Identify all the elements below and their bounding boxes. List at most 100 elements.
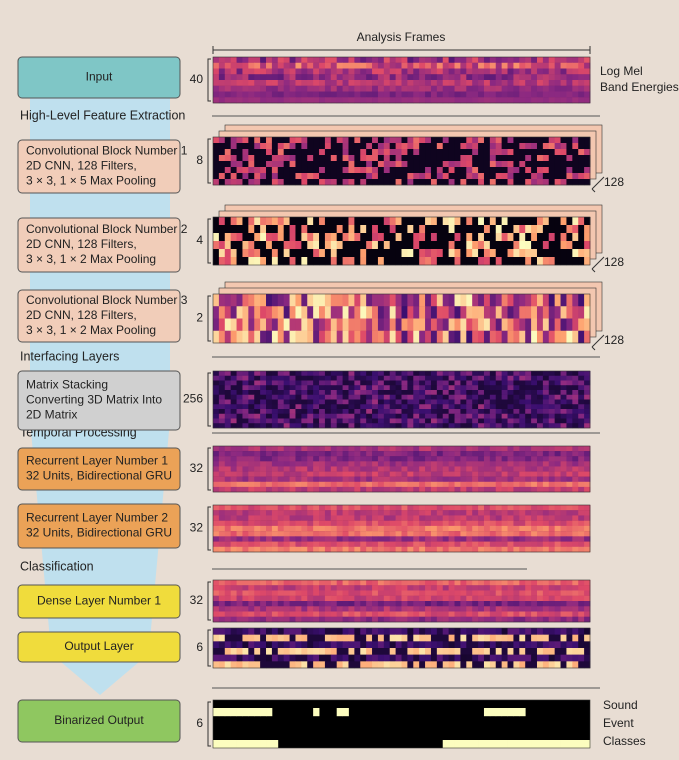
heatmap-cell — [431, 482, 437, 487]
heatmap-cell — [449, 63, 455, 69]
heatmap-cell — [413, 521, 419, 526]
depth-label: 128 — [604, 333, 624, 347]
heatmap-cell — [443, 617, 449, 622]
heatmap-cell — [531, 414, 537, 419]
heatmap-cell — [307, 515, 313, 520]
heatmap-cell — [537, 74, 543, 80]
heatmap-cell — [295, 661, 301, 668]
heatmap-cell — [290, 510, 296, 515]
heatmap-cell — [378, 137, 384, 143]
heatmap-cell — [566, 306, 572, 318]
heatmap-cell — [348, 510, 354, 515]
heatmap-cell — [402, 63, 408, 69]
heatmap-cell — [331, 505, 337, 510]
heatmap-cell — [272, 461, 278, 466]
heatmap-cell — [378, 635, 384, 642]
heatmap-cell — [566, 409, 572, 414]
heatmap-cell — [478, 547, 484, 552]
heatmap-cell — [378, 409, 384, 414]
heatmap-cell — [213, 456, 219, 461]
heatmap-cell — [555, 591, 561, 596]
heatmap-cell — [431, 617, 437, 622]
heatmap-cell — [219, 472, 225, 477]
heatmap-cell — [496, 249, 502, 257]
heatmap-cell — [443, 331, 449, 343]
heatmap-cell — [295, 536, 301, 541]
heatmap-cell — [466, 487, 472, 492]
heatmap-cell — [213, 531, 219, 536]
heatmap-cell — [443, 419, 449, 424]
heatmap-cell — [407, 585, 413, 590]
heatmap — [213, 57, 590, 103]
heatmap-cell — [219, 536, 225, 541]
heatmap-cell — [319, 319, 325, 331]
heatmap-cell — [502, 482, 508, 487]
heatmap-cell — [555, 414, 561, 419]
heatmap-cell — [584, 257, 590, 265]
heatmap-cell — [384, 585, 390, 590]
heatmap-cell — [260, 526, 266, 531]
heatmap-cell — [531, 179, 537, 185]
heatmap-cell — [419, 580, 425, 585]
heatmap-cell — [225, 601, 231, 606]
heatmap-cell — [443, 740, 449, 748]
heatmap-cell — [413, 143, 419, 149]
heatmap-cell — [325, 451, 331, 456]
heatmap-cell — [413, 69, 419, 75]
heatmap-cell — [543, 641, 549, 648]
heatmap-cell — [525, 547, 531, 552]
heatmap-cell — [378, 97, 384, 103]
heatmap-cell — [301, 249, 307, 257]
heatmap-cell — [307, 371, 313, 376]
heatmap-cell — [566, 92, 572, 98]
heatmap-cell — [343, 409, 349, 414]
heatmap-cell — [266, 526, 272, 531]
heatmap-cell — [313, 241, 319, 249]
heatmap-cell — [284, 472, 290, 477]
heatmap-cell — [478, 487, 484, 492]
heatmap-cell — [390, 510, 396, 515]
heatmap-cell — [561, 419, 567, 424]
heatmap-cell — [360, 233, 366, 241]
heatmap-cell — [266, 456, 272, 461]
heatmap-cell — [407, 606, 413, 611]
heatmap-cell — [396, 661, 402, 668]
heatmap-cell — [343, 505, 349, 510]
heatmap-cell — [284, 601, 290, 606]
heatmap-cell — [496, 542, 502, 547]
heatmap-cell — [496, 708, 502, 716]
heatmap-cell — [266, 294, 272, 306]
heatmap-cell — [325, 521, 331, 526]
heatmap-cell — [331, 306, 337, 318]
heatmap-cell — [307, 409, 313, 414]
heatmap-cell — [290, 143, 296, 149]
heatmap-cell — [272, 596, 278, 601]
heatmap-cell — [413, 446, 419, 451]
heatmap-cell — [366, 294, 372, 306]
heatmap-cell — [284, 446, 290, 451]
heatmap-cell — [313, 419, 319, 424]
heatmap-cell — [295, 655, 301, 662]
heatmap-cell — [278, 461, 284, 466]
heatmap-cell — [437, 74, 443, 80]
heatmap-cell — [555, 635, 561, 642]
heatmap-cell — [443, 409, 449, 414]
heatmap-cell — [354, 423, 360, 428]
heatmap-cell — [413, 233, 419, 241]
heatmap-cell — [455, 591, 461, 596]
heatmap-cell — [272, 376, 278, 381]
heatmap-cell — [266, 446, 272, 451]
heatmap-cell — [549, 249, 555, 257]
heatmap-cell — [472, 740, 478, 748]
heatmap-cell — [301, 547, 307, 552]
heatmap-cell — [290, 63, 296, 69]
heatmap-cell — [237, 400, 243, 405]
heatmap-cell — [555, 655, 561, 662]
heatmap-cell — [366, 217, 372, 225]
heatmap-cell — [396, 173, 402, 179]
heatmap-cell — [513, 173, 519, 179]
heatmap-cell — [519, 376, 525, 381]
heatmap-cell — [337, 179, 343, 185]
heatmap-cell — [219, 628, 225, 635]
heatmap-cell — [578, 371, 584, 376]
